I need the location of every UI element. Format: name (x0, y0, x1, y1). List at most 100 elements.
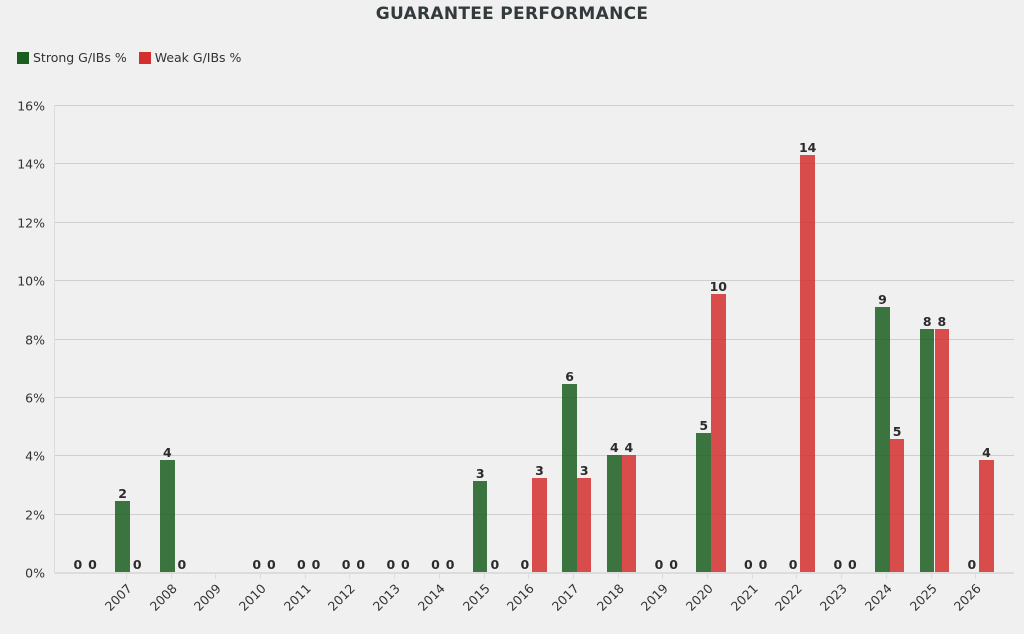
x-tick-label: 2024 (861, 580, 895, 614)
strong-value-label: 9 (878, 291, 887, 307)
x-tick (751, 574, 753, 579)
strong-bar[interactable] (919, 328, 935, 572)
x-tick-label: 2019 (638, 580, 672, 614)
legend-item-weak[interactable]: Weak G/IBs % (138, 50, 242, 65)
weak-value-label: 0 (177, 557, 187, 572)
weak-value-label: 10 (709, 279, 727, 295)
weak-bar[interactable] (532, 478, 547, 572)
y-tick-label: 4% (25, 448, 45, 464)
x-tick (707, 574, 708, 579)
weak-value-label: 4 (982, 444, 991, 460)
y-tick-label: 12% (17, 215, 45, 231)
strong-value-label: 0 (431, 557, 440, 572)
weak-bar[interactable] (979, 459, 994, 572)
x-tick-label: 2015 (459, 580, 493, 614)
y-tick-label: 0% (25, 565, 45, 581)
legend-label-weak: Weak G/IBs % (154, 50, 242, 65)
gridline (55, 455, 1014, 456)
strong-value-label: 4 (162, 444, 172, 460)
weak-bar[interactable] (621, 455, 637, 572)
weak-value-label: 8 (937, 313, 947, 329)
y-tick-label: 8% (25, 332, 45, 347)
strong-value-label: 0 (744, 557, 753, 572)
x-tick (572, 574, 574, 579)
x-tick (125, 574, 127, 579)
gridline (55, 397, 1014, 398)
strong-bar[interactable] (607, 455, 622, 572)
chart-title: GUARANTEE PERFORMANCE (375, 4, 649, 24)
strong-bar[interactable] (472, 480, 488, 572)
x-tick-label: 2010 (235, 580, 269, 614)
strong-value-label: 2 (118, 486, 127, 502)
x-tick-label: 2021 (727, 580, 761, 614)
weak-bar[interactable] (800, 154, 815, 572)
x-tick-label: 2007 (101, 580, 135, 614)
x-tick (975, 574, 977, 579)
x-tick-label: 2022 (772, 580, 806, 614)
gridline (55, 280, 1014, 281)
weak-bar[interactable] (711, 294, 726, 572)
strong-value-label: 0 (967, 557, 977, 572)
x-tick-label: 2018 (593, 580, 627, 614)
strong-bar[interactable] (160, 459, 175, 572)
strong-bar[interactable] (115, 501, 130, 572)
x-tick (662, 574, 664, 579)
x-axis-line (55, 572, 1014, 574)
legend-label-strong: Strong G/IBs % (33, 50, 127, 65)
weak-bar[interactable] (576, 478, 592, 572)
weak-value-label: 0 (669, 557, 678, 572)
x-tick-label: 2009 (191, 580, 225, 614)
legend: Strong G/IBs % Weak G/IBs % (17, 50, 253, 65)
x-tick (304, 574, 306, 579)
strong-value-label: 4 (609, 440, 619, 456)
weak-value-label: 0 (445, 557, 455, 572)
strong-value-label: 0 (252, 557, 262, 572)
x-tick (438, 574, 440, 579)
x-tick-label: 2026 (950, 580, 985, 614)
x-tick (930, 574, 932, 579)
strong-value-label: 0 (73, 557, 83, 572)
gridline (55, 339, 1014, 340)
strong-bar[interactable] (696, 433, 711, 572)
strong-value-label: 0 (297, 557, 306, 572)
weak-value-label: 0 (401, 557, 410, 572)
strong-value-label: 0 (788, 557, 798, 572)
x-tick-label: 2013 (369, 580, 403, 614)
x-tick (349, 574, 351, 579)
weak-value-label: 0 (311, 557, 321, 572)
x-tick (170, 574, 172, 579)
x-tick (885, 574, 887, 579)
strong-bar[interactable] (562, 384, 577, 572)
strong-value-label: 0 (520, 557, 530, 572)
weak-bar[interactable] (934, 328, 950, 572)
weak-bar[interactable] (889, 439, 905, 572)
weak-value-label: 0 (848, 557, 857, 572)
strong-bar[interactable] (875, 306, 890, 572)
weak-value-label: 0 (356, 557, 366, 572)
strong-value-label: 0 (833, 557, 843, 572)
x-tick-label: 2012 (325, 580, 359, 614)
x-tick (483, 574, 485, 579)
weak-value-label: 0 (490, 557, 500, 572)
x-tick-label: 2011 (280, 580, 314, 614)
weak-value-label: 0 (266, 557, 276, 572)
legend-item-strong[interactable]: Strong G/IBs % (17, 50, 127, 65)
y-tick-label: 2% (25, 507, 45, 523)
weak-value-label: 3 (535, 463, 544, 479)
x-tick (617, 574, 619, 579)
weak-value-label: 0 (758, 557, 768, 572)
y-tick-label: 16% (17, 98, 45, 114)
gridline (55, 105, 1014, 106)
x-tick-label: 2016 (503, 580, 538, 614)
x-tick (215, 574, 217, 579)
gridline (55, 222, 1014, 223)
x-tick (528, 574, 530, 579)
strong-value-label: 6 (565, 369, 574, 385)
weak-value-label: 0 (88, 557, 97, 572)
y-tick-label: 10% (17, 273, 45, 289)
strong-swatch-icon (17, 51, 29, 64)
gridline (55, 163, 1014, 164)
x-tick (841, 574, 843, 579)
strong-value-label: 3 (475, 465, 485, 481)
strong-value-label: 0 (341, 557, 351, 572)
